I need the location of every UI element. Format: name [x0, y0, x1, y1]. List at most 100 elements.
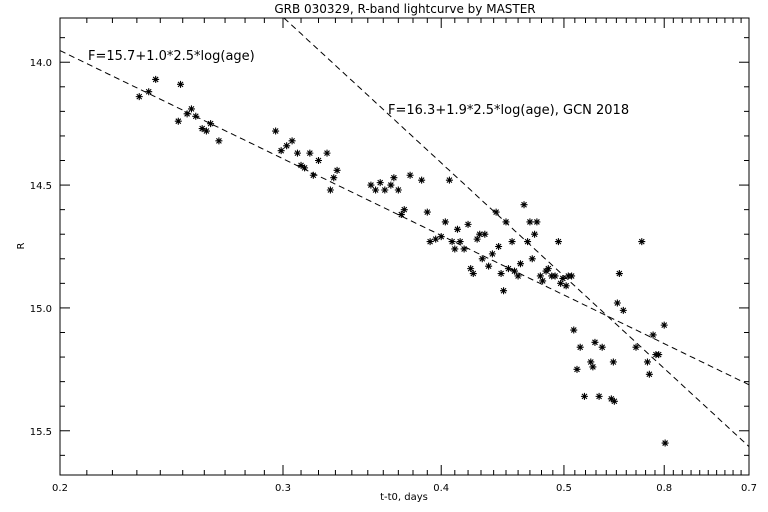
data-point: [570, 326, 578, 334]
data-point: [562, 282, 570, 290]
data-point: [367, 181, 375, 189]
data-point: [451, 245, 459, 253]
x-tick-label: 0.7: [741, 483, 757, 494]
data-point: [394, 186, 402, 194]
data-point: [423, 208, 431, 216]
data-point: [655, 351, 663, 359]
data-point: [485, 262, 493, 270]
data-point: [492, 208, 500, 216]
data-point: [400, 206, 408, 214]
data-point: [544, 265, 552, 273]
data-point: [198, 125, 206, 133]
data-point: [306, 149, 314, 157]
data-point: [288, 137, 296, 145]
data-point: [528, 255, 536, 263]
data-point: [297, 161, 305, 169]
plot-frame: [59, 17, 750, 476]
data-point: [330, 174, 338, 182]
data-point: [314, 157, 322, 165]
data-point: [481, 230, 489, 238]
data-point: [460, 245, 468, 253]
data-point: [587, 358, 595, 366]
data-point: [192, 112, 200, 120]
data-point: [589, 363, 597, 371]
data-points: [135, 75, 669, 447]
data-point: [516, 260, 524, 268]
data-point: [441, 218, 449, 226]
data-point: [418, 176, 426, 184]
data-point: [478, 255, 486, 263]
y-tick-label: 15.0: [30, 304, 52, 315]
data-point: [376, 179, 384, 187]
data-point: [508, 238, 516, 246]
data-point: [145, 88, 153, 96]
data-point: [660, 321, 668, 329]
data-point: [381, 186, 389, 194]
x-tick-label: 0.8: [656, 483, 672, 494]
data-point: [520, 201, 528, 209]
data-point: [595, 392, 603, 400]
axis-ticks: [59, 18, 750, 475]
data-point: [177, 80, 185, 88]
fit-lines: [59, 17, 750, 447]
data-point: [539, 277, 547, 285]
data-point: [301, 164, 309, 172]
data-point: [283, 142, 291, 150]
fit-line-2: [283, 17, 750, 447]
data-point: [488, 250, 496, 258]
data-point: [467, 265, 475, 273]
data-point: [643, 358, 651, 366]
data-point: [456, 238, 464, 246]
data-point: [372, 186, 380, 194]
data-point: [469, 270, 477, 278]
data-point: [326, 186, 334, 194]
data-point: [619, 306, 627, 314]
data-point: [397, 211, 405, 219]
data-point: [524, 238, 532, 246]
data-point: [661, 439, 669, 447]
data-point: [448, 238, 456, 246]
data-point: [568, 272, 576, 280]
data-point: [502, 218, 510, 226]
data-point: [536, 272, 544, 280]
x-tick-label: 0.4: [433, 483, 449, 494]
data-point: [202, 127, 210, 135]
data-point: [390, 174, 398, 182]
data-point: [645, 370, 653, 378]
data-point: [526, 218, 534, 226]
data-point: [576, 343, 584, 351]
data-point: [615, 270, 623, 278]
data-point: [573, 365, 581, 373]
data-point: [554, 238, 562, 246]
data-point: [632, 343, 640, 351]
data-point: [215, 137, 223, 145]
data-point: [649, 331, 657, 339]
data-point: [453, 225, 461, 233]
data-point: [187, 105, 195, 113]
x-axis-label: t-t0, days: [380, 492, 428, 503]
y-tick-labels: 14.0 14.5 15.0 15.5: [30, 58, 52, 438]
fit-label-2: F=16.3+1.9*2.5*log(age), GCN 2018: [388, 103, 629, 118]
data-point: [426, 238, 434, 246]
data-point: [531, 230, 539, 238]
data-point: [333, 166, 341, 174]
data-point: [406, 171, 414, 179]
data-point: [464, 220, 472, 228]
data-point: [591, 338, 599, 346]
data-point: [638, 238, 646, 246]
data-point: [207, 120, 215, 128]
data-point: [323, 149, 331, 157]
x-tick-labels: 0.2 0.3 0.4 0.5 0.8 0.7: [52, 483, 757, 494]
data-point: [174, 117, 182, 125]
data-point: [609, 358, 617, 366]
y-tick-label: 15.5: [30, 427, 52, 438]
y-axis-label: R: [16, 242, 27, 249]
data-point: [495, 243, 503, 250]
data-point: [309, 171, 317, 179]
chart-title: GRB 030329, R-band lightcurve by MASTER: [274, 2, 535, 16]
data-point: [500, 287, 508, 295]
data-point: [551, 272, 559, 280]
data-point: [387, 181, 395, 189]
data-point: [445, 176, 453, 184]
